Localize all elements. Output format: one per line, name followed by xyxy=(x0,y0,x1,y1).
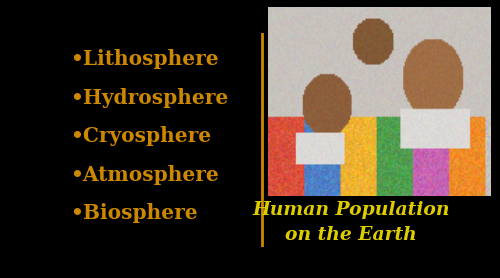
Text: •Cryosphere: •Cryosphere xyxy=(70,126,212,146)
Text: •Atmosphere: •Atmosphere xyxy=(70,165,219,185)
Text: Human Population: Human Population xyxy=(252,201,450,219)
Text: on the Earth: on the Earth xyxy=(286,225,417,244)
Text: •Biosphere: •Biosphere xyxy=(70,203,198,223)
Text: •Hydrosphere: •Hydrosphere xyxy=(70,88,228,108)
Text: •Lithosphere: •Lithosphere xyxy=(70,49,219,69)
